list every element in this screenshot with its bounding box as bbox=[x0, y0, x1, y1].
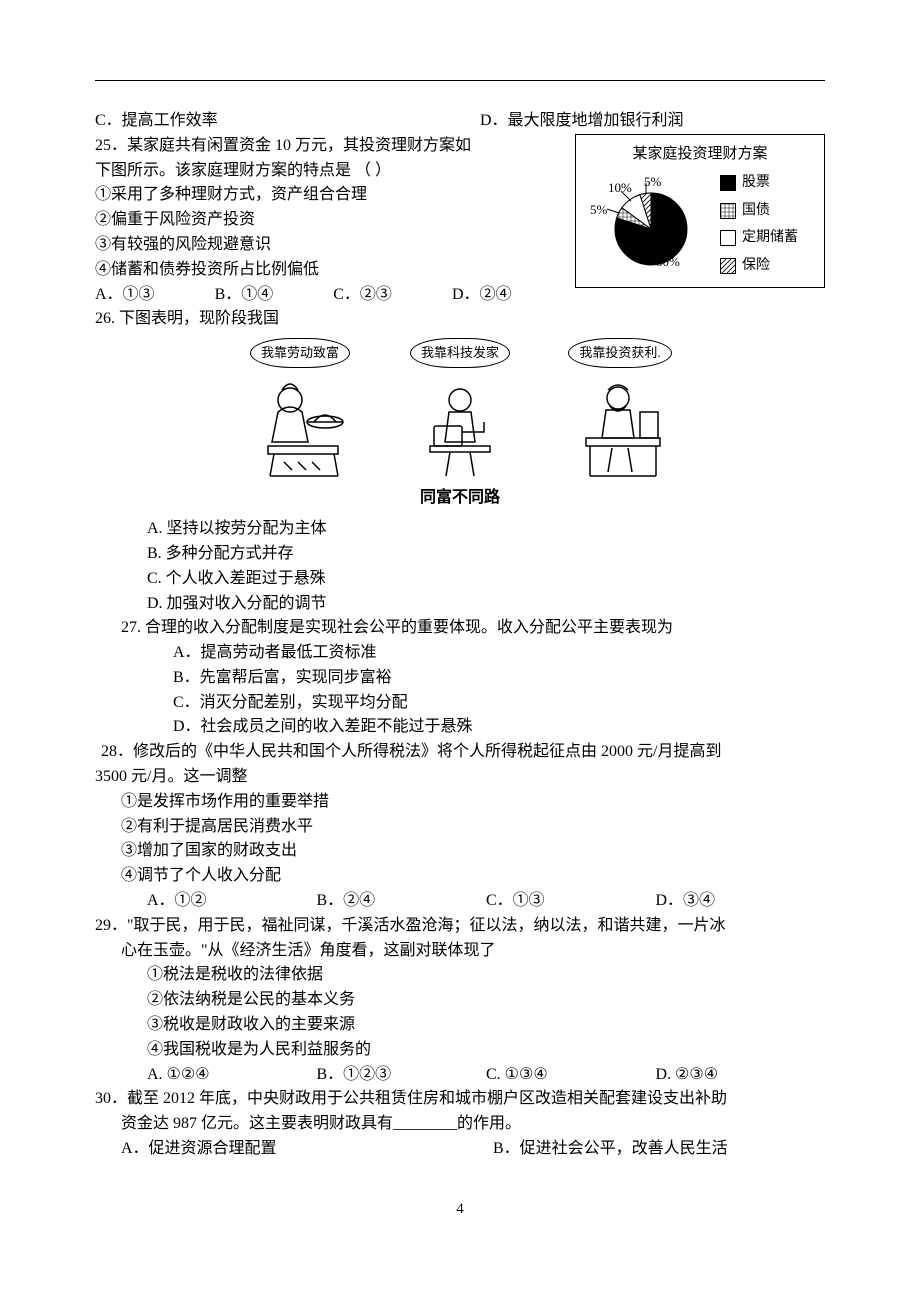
q29-stmt3: ③税收是财政收入的主要来源 bbox=[95, 1013, 825, 1038]
q25-line1: 25．某家庭共有闲置资金 10 万元，其投资理财方案如 bbox=[95, 134, 535, 159]
bubble-invest: 我靠投资获利. bbox=[568, 338, 671, 368]
q25-stmt1: ①采用了多种理财方式，资产组合合理 bbox=[95, 183, 535, 208]
q29-opt-a: A. ①②④ bbox=[147, 1063, 317, 1088]
swatch-solid-icon bbox=[720, 175, 736, 191]
sketch-investor-icon bbox=[560, 372, 680, 482]
q25-stmt3: ③有较强的风险规避意识 bbox=[95, 233, 535, 258]
q27-opt-c: C．消灭分配差别，实现平均分配 bbox=[95, 691, 825, 716]
option-d: D．最大限度地增加银行利润 bbox=[440, 109, 825, 134]
legend-bond: 国债 bbox=[720, 200, 798, 222]
investment-pie-chart: 某家庭投资理财方案 bbox=[575, 134, 825, 288]
q30-opt-b: B．促进社会公平，改善人民生活 bbox=[453, 1137, 825, 1162]
chart-title: 某家庭投资理财方案 bbox=[586, 143, 814, 166]
q28-line2: 3500 元/月。这一调整 bbox=[95, 765, 825, 790]
legend-stock-label: 股票 bbox=[742, 172, 770, 194]
exam-page: C．提高工作效率 D．最大限度地增加银行利润 25．某家庭共有闲置资金 10 万… bbox=[0, 0, 920, 1302]
q26-stem: 26. 下图表明，现阶段我国 bbox=[95, 307, 825, 332]
q30-opt-a: A．促进资源合理配置 bbox=[121, 1137, 453, 1162]
q26-caption: 同富不同路 bbox=[95, 486, 825, 511]
pie-label-5b: 5% bbox=[590, 200, 607, 220]
q25-opt-c: C．②③ bbox=[333, 283, 392, 308]
legend-deposit: 定期储蓄 bbox=[720, 227, 798, 249]
swatch-grid-icon bbox=[720, 203, 736, 219]
q29-stmt1: ①税法是税收的法律依据 bbox=[95, 963, 825, 988]
q25-stmt4: ④储蓄和债券投资所占比例偏低 bbox=[95, 258, 535, 283]
q29-stmt4: ④我国税收是为人民利益服务的 bbox=[95, 1038, 825, 1063]
q27-stem: 27. 合理的收入分配制度是实现社会公平的重要体现。收入分配公平主要表现为 bbox=[95, 616, 825, 641]
cartoon-chef: 我靠劳动致富 bbox=[240, 338, 360, 482]
q28-stmt3: ③增加了国家的财政支出 bbox=[95, 839, 825, 864]
question-25-text: 25．某家庭共有闲置资金 10 万元，其投资理财方案如 下图所示。该家庭理财方案… bbox=[95, 134, 535, 308]
q28-stmt4: ④调节了个人收入分配 bbox=[95, 864, 825, 889]
bubble-tech: 我靠科技发家 bbox=[410, 338, 510, 368]
page-number: 4 bbox=[95, 1198, 825, 1221]
legend-insurance: 保险 bbox=[720, 255, 798, 277]
chart-body: 5% 10% 5% 80% 股票 国债 bbox=[586, 172, 814, 277]
q26-opt-a: A. 坚持以按劳分配为主体 bbox=[95, 517, 825, 542]
question-29: 29．"取于民，用于民，福祉同谋，千溪活水盈沧海；征以法，纳以法，和谐共建，一片… bbox=[95, 914, 825, 1088]
q29-stmt2: ②依法纳税是公民的基本义务 bbox=[95, 988, 825, 1013]
q29-opt-b: B．①②③ bbox=[317, 1063, 487, 1088]
q26-opt-b: B. 多种分配方式并存 bbox=[95, 542, 825, 567]
legend-deposit-label: 定期储蓄 bbox=[742, 227, 798, 249]
pie-label-80: 80% bbox=[656, 252, 680, 272]
q30-options: A．促进资源合理配置 B．促进社会公平，改善人民生活 bbox=[95, 1137, 825, 1162]
q25-options: A．①③ B．①④ C．②③ D．②④ bbox=[95, 283, 535, 308]
pie-chart: 5% 10% 5% 80% bbox=[586, 174, 706, 274]
question-25: 25．某家庭共有闲置资金 10 万元，其投资理财方案如 下图所示。该家庭理财方案… bbox=[95, 134, 825, 308]
question-28: 28．修改后的《中华人民共和国个人所得税法》将个人所得税起征点由 2000 元/… bbox=[95, 740, 825, 914]
q26-opt-c: C. 个人收入差距过于悬殊 bbox=[95, 567, 825, 592]
q25-line2: 下图所示。该家庭理财方案的特点是 （ ） bbox=[95, 159, 535, 184]
legend-insurance-label: 保险 bbox=[742, 255, 770, 277]
sketch-tech-icon bbox=[400, 372, 520, 482]
q26-cartoons: 我靠劳动致富 我靠科技发家 bbox=[95, 338, 825, 482]
q28-opt-a: A．①② bbox=[147, 889, 317, 914]
q25-opt-d: D．②④ bbox=[452, 283, 512, 308]
q29-opt-d: D. ②③④ bbox=[656, 1063, 826, 1088]
chart-legend: 股票 国债 定期储蓄 bbox=[720, 172, 798, 277]
sketch-chef-icon bbox=[240, 372, 360, 482]
divider bbox=[95, 80, 825, 81]
q27-opt-a: A．提高劳动者最低工资标准 bbox=[95, 641, 825, 666]
prev-question-options: C．提高工作效率 D．最大限度地增加银行利润 bbox=[95, 109, 825, 134]
q27-opt-b: B．先富帮后富，实现同步富裕 bbox=[95, 666, 825, 691]
q30-line2: 资金达 987 亿元。这主要表明财政具有________的作用。 bbox=[95, 1112, 825, 1137]
q29-line1: 29．"取于民，用于民，福祉同谋，千溪活水盈沧海；征以法，纳以法，和谐共建，一片… bbox=[95, 914, 825, 939]
cartoon-investor: 我靠投资获利. bbox=[560, 338, 680, 482]
q26-opt-d: D. 加强对收入分配的调节 bbox=[95, 592, 825, 617]
q30-line1: 30．截至 2012 年底，中央财政用于公共租赁住房和城市棚户区改造相关配套建设… bbox=[95, 1087, 825, 1112]
q28-options: A．①② B．②④ C．①③ D．③④ bbox=[95, 889, 825, 914]
q28-line1: 28．修改后的《中华人民共和国个人所得税法》将个人所得税起征点由 2000 元/… bbox=[95, 740, 825, 765]
question-26: 26. 下图表明，现阶段我国 我靠劳动致富 bbox=[95, 307, 825, 616]
q28-opt-b: B．②④ bbox=[317, 889, 487, 914]
q25-opt-b: B．①④ bbox=[215, 283, 274, 308]
q29-line2: 心在玉壶。"从《经济生活》角度看，这副对联体现了 bbox=[95, 939, 825, 964]
q27-opt-d: D．社会成员之间的收入差距不能过于悬殊 bbox=[95, 715, 825, 740]
pie-label-5a: 5% bbox=[644, 172, 661, 192]
cartoon-tech: 我靠科技发家 bbox=[400, 338, 520, 482]
q28-opt-c: C．①③ bbox=[486, 889, 656, 914]
q28-stmt1: ①是发挥市场作用的重要举措 bbox=[95, 790, 825, 815]
q25-stmt2: ②偏重于风险资产投资 bbox=[95, 208, 535, 233]
legend-stock: 股票 bbox=[720, 172, 798, 194]
q25-opt-a: A．①③ bbox=[95, 283, 155, 308]
pie-label-10: 10% bbox=[608, 178, 632, 198]
q29-opt-c: C. ①③④ bbox=[486, 1063, 656, 1088]
question-30: 30．截至 2012 年底，中央财政用于公共租赁住房和城市棚户区改造相关配套建设… bbox=[95, 1087, 825, 1161]
swatch-diag-icon bbox=[720, 258, 736, 274]
option-c: C．提高工作效率 bbox=[95, 109, 440, 134]
q28-opt-d: D．③④ bbox=[656, 889, 826, 914]
legend-bond-label: 国债 bbox=[742, 200, 770, 222]
question-27: 27. 合理的收入分配制度是实现社会公平的重要体现。收入分配公平主要表现为 A．… bbox=[95, 616, 825, 740]
q29-options: A. ①②④ B．①②③ C. ①③④ D. ②③④ bbox=[95, 1063, 825, 1088]
swatch-blank-icon bbox=[720, 230, 736, 246]
bubble-labor: 我靠劳动致富 bbox=[250, 338, 350, 368]
q28-stmt2: ②有利于提高居民消费水平 bbox=[95, 815, 825, 840]
